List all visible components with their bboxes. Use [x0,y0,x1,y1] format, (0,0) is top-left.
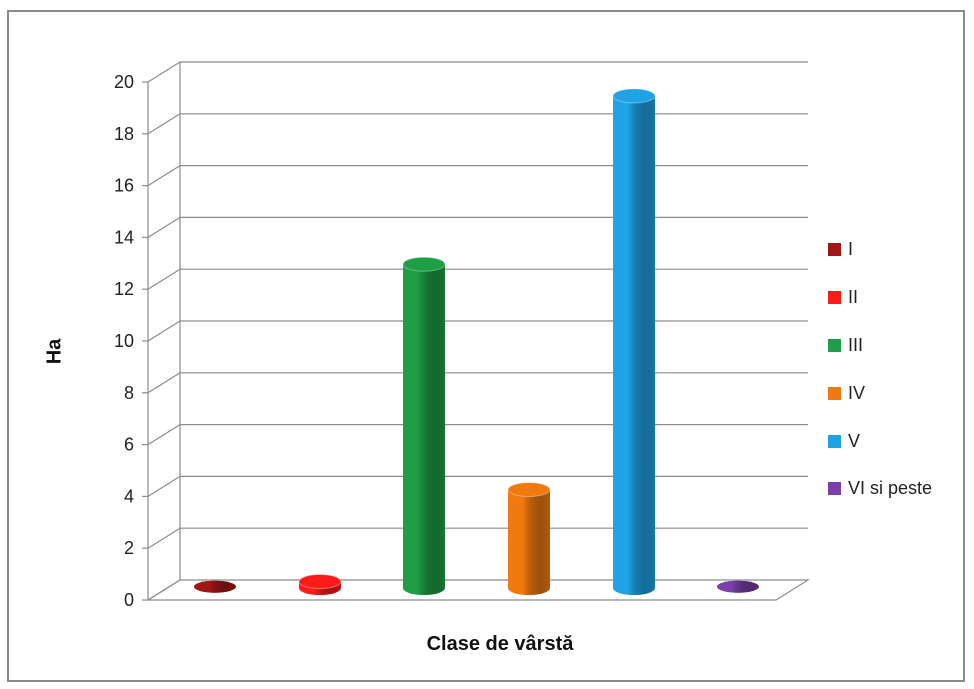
y-tick-label: 0 [124,590,134,610]
y-tick-label: 12 [114,279,134,299]
legend-swatch-iii [828,338,841,352]
legend-item-i: I [828,226,932,274]
legend-item-ii: II [828,274,932,322]
legend-item-vi: VI si peste [828,465,932,513]
bar-top [402,256,446,272]
bars [194,88,759,596]
y-tick-label: 4 [124,486,134,506]
legend-label-ii: II [848,287,859,308]
x-axis-label: Clase de vârstă [426,633,574,655]
legend-item-iv: IV [828,369,932,417]
bar-shading [194,580,236,593]
y-tick-label: 14 [114,227,134,247]
bar-shading [508,489,550,595]
bar-shading [403,264,445,595]
floor [145,579,811,601]
gridline-diagonal [147,424,181,446]
bar-iii [402,256,446,595]
bar-shading [613,95,655,596]
legend-label-i: I [848,239,854,260]
y-tick-label: 10 [114,331,134,351]
chart-frame: 0 2 4 6 8 10 12 14 16 18 20 [7,10,965,682]
legend-item-v: V [828,417,932,465]
legend: I II III IV V VI si peste [828,226,932,513]
y-axis-label: Ha [43,338,66,365]
gridline-diagonal [147,61,181,83]
bar-top [298,574,342,590]
y-tick-label: 8 [124,383,134,403]
bar-iv [507,482,551,595]
gridline-diagonal [147,165,181,187]
legend-swatch-ii [828,291,841,305]
legend-label-vi: VI si peste [848,478,933,499]
legend-label-iv: IV [848,382,866,403]
gridlines [142,61,811,601]
y-tick-label: 18 [114,124,134,144]
legend-swatch-vi [828,482,841,496]
gridline-diagonal [147,216,181,238]
legend-item-iii: III [828,322,932,370]
y-tick-label: 6 [124,435,134,455]
bar-v [612,88,656,596]
gridline-diagonal [147,320,181,342]
legend-swatch-v [828,434,841,448]
bar-i [194,580,236,593]
gridline-diagonal [147,268,181,290]
y-tick-label: 2 [124,538,134,558]
y-tick-label: 16 [114,176,134,196]
legend-label-v: V [848,430,861,451]
legend-swatch-i [828,243,841,257]
y-tick-label: 20 [114,72,134,92]
bar-top [507,482,551,498]
y-tick-labels: 0 2 4 6 8 10 12 14 16 18 20 [114,72,134,610]
gridline-diagonal [147,475,181,497]
plot-area: 0 2 4 6 8 10 12 14 16 18 20 [114,61,811,610]
gridline-diagonal [147,113,181,135]
legend-label-iii: III [848,334,864,355]
legend-swatch-iv [828,386,841,400]
bar-vi-si-peste [717,580,759,593]
bar-top [612,88,656,104]
gridline-diagonal [147,527,181,549]
gridline-diagonal [147,372,181,394]
bar-shading [717,580,759,593]
bar-ii [298,574,342,595]
